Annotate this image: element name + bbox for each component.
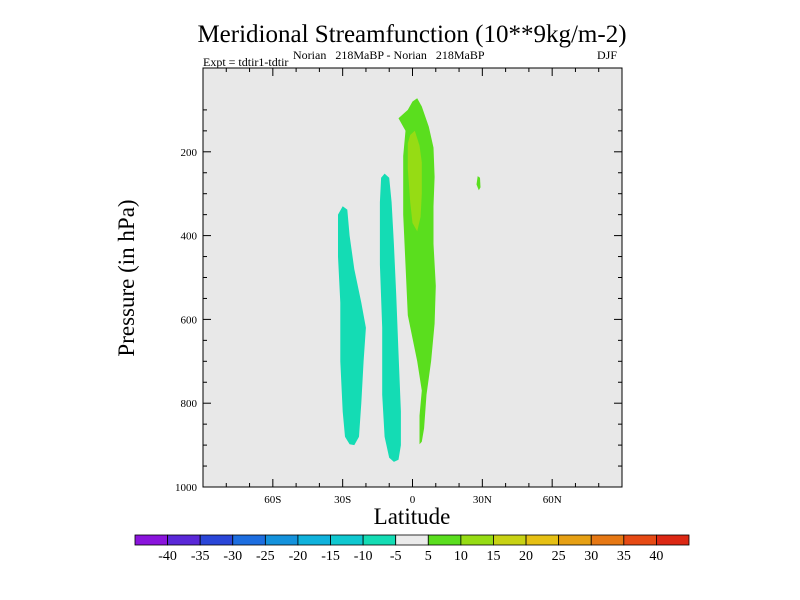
x-axis-label: Latitude (374, 504, 451, 529)
chart-subtitle-right: DJF (597, 48, 617, 62)
colorbar-swatch (623, 534, 657, 546)
colorbar-swatch (199, 534, 234, 546)
colorbar-label: 15 (486, 549, 500, 564)
colorbar-label: 40 (649, 549, 663, 564)
colorbar-swatch (395, 534, 429, 546)
x-tick-label: 30S (334, 494, 351, 506)
negative-cell-center (379, 173, 401, 462)
colorbar-swatch (525, 534, 560, 546)
colorbar-swatch (330, 534, 364, 546)
colorbar-label: -40 (158, 549, 177, 564)
colorbar-label: -20 (289, 549, 308, 564)
y-tick-label: 800 (181, 398, 198, 410)
x-tick-label: 0 (410, 494, 416, 506)
chart-subtitle-center: Norian 218MaBP - Norian 218MaBP (293, 48, 485, 62)
y-tick-label: 200 (181, 147, 198, 159)
x-tick-label: 60S (264, 494, 281, 506)
colorbar-label: -10 (354, 549, 373, 564)
axis-ticks: 60S 30S 0 30N 60N 200 400 600 800 1000 (175, 68, 623, 506)
colorbar-swatch (362, 534, 397, 546)
colorbar-swatch (264, 534, 299, 546)
chart-subtitle-left: Expt = tdtir1-tdtir (203, 55, 288, 69)
positive-cell-core (407, 130, 422, 232)
colorbar-label: 5 (425, 549, 432, 564)
colorbar-swatch (493, 534, 527, 546)
colorbar: -40 -35 -30 -25 -20 -15 -10 -5 5 10 15 20 25 30 35 40 (134, 534, 690, 564)
colorbar-swatch (232, 534, 266, 546)
colorbar-label: -5 (390, 549, 402, 564)
colorbar-swatch (167, 534, 201, 546)
colorbar-label: 30 (584, 549, 598, 564)
x-tick-label: 30N (473, 494, 492, 506)
colorbar-swatch (590, 534, 625, 546)
y-tick-label: 1000 (175, 482, 198, 494)
colorbar-swatch (427, 534, 462, 546)
colorbar-swatch (656, 534, 690, 546)
colorbar-label: -15 (321, 549, 340, 564)
colorbar-swatch (134, 534, 168, 546)
y-axis-label: Pressure (in hPa) (114, 199, 139, 356)
x-tick-label: 60N (543, 494, 562, 506)
contour-regions (338, 98, 481, 462)
chart-title: Meridional Streamfunction (10**9kg/m-2) (197, 21, 626, 48)
colorbar-label: -30 (223, 549, 242, 564)
colorbar-swatch (297, 534, 331, 546)
colorbar-label: -35 (191, 549, 210, 564)
colorbar-label: 20 (519, 549, 533, 564)
colorbar-swatch (460, 534, 494, 546)
negative-cell-left (338, 206, 366, 446)
colorbar-label: -25 (256, 549, 275, 564)
positive-cell-main (398, 98, 436, 445)
positive-cell-small (476, 176, 481, 191)
colorbar-label: 35 (617, 549, 631, 564)
colorbar-label: 10 (454, 549, 468, 564)
y-tick-label: 600 (181, 314, 198, 326)
colorbar-label: 25 (552, 549, 566, 564)
colorbar-swatch (558, 534, 592, 546)
y-tick-label: 400 (181, 231, 198, 243)
